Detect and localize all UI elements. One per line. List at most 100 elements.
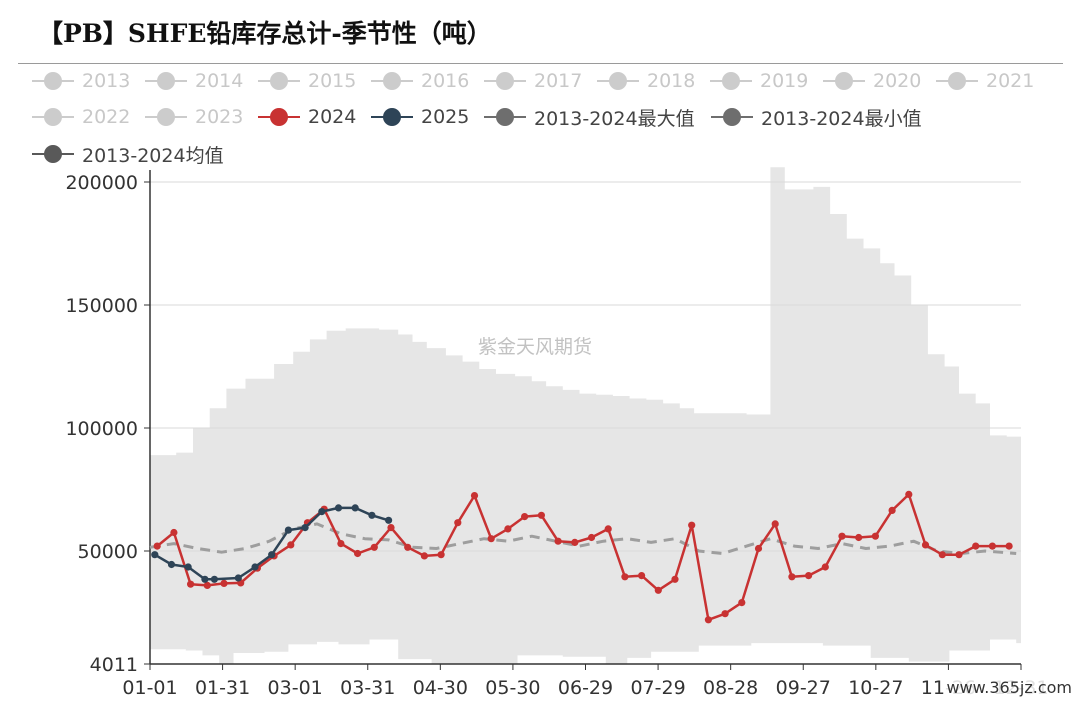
- data-point-2024: [838, 532, 846, 540]
- legend-symbol-icon: [821, 70, 867, 92]
- data-point-2024: [871, 532, 880, 540]
- watermark: 紫金天风期货: [478, 336, 593, 358]
- legend-item[interactable]: 2014: [143, 70, 243, 92]
- site-watermark: www.365jz.com: [944, 678, 1074, 697]
- data-point-2024: [187, 580, 195, 588]
- series-line-2024: [156, 493, 1010, 622]
- legend-label: 2023: [195, 106, 244, 128]
- legend-label: 2013: [82, 70, 131, 92]
- data-point-2025: [351, 504, 359, 512]
- data-point-2024: [921, 541, 930, 549]
- x-tick-label: 09-27: [776, 677, 831, 699]
- legend-label: 2013-2024最大值: [534, 107, 695, 130]
- legend-item[interactable]: 2024: [256, 106, 356, 128]
- legend-label: 2013-2024均值: [82, 144, 224, 167]
- x-tick-label: 01-31: [195, 677, 250, 699]
- data-point-2024: [1005, 542, 1013, 550]
- x-tick-label: 04-30: [413, 677, 468, 699]
- data-point-2024: [855, 533, 863, 542]
- legend-item[interactable]: 2018: [595, 70, 695, 92]
- data-point-2024: [938, 551, 946, 559]
- y-tick-label: 4011: [90, 654, 138, 676]
- legend-item[interactable]: 2013: [30, 70, 130, 92]
- data-point-2024: [537, 511, 546, 519]
- data-point-2024: [988, 542, 997, 550]
- legend-symbol-icon: [143, 106, 189, 128]
- legend-symbol-icon: [369, 106, 415, 128]
- legend-symbol-icon: [708, 70, 754, 92]
- data-point-2024: [153, 542, 161, 550]
- legend-symbol-icon: [30, 106, 76, 128]
- data-point-2024: [821, 563, 829, 571]
- legend-symbol-icon: [482, 106, 528, 128]
- y-tick-label: 150000: [65, 295, 138, 317]
- data-point-2024: [554, 537, 562, 545]
- data-point-2025: [334, 504, 343, 512]
- legend-symbol-icon: [256, 106, 302, 128]
- data-point-2024: [955, 551, 963, 559]
- legend-item[interactable]: 2021: [934, 70, 1034, 92]
- legend-item[interactable]: 2023: [143, 106, 243, 128]
- data-point-2024: [654, 586, 662, 594]
- data-point-2024: [354, 549, 362, 558]
- y-tick-label: 200000: [65, 172, 138, 194]
- data-point-2024: [420, 552, 428, 560]
- legend-item[interactable]: 2019: [708, 70, 808, 92]
- x-tick-label: 06-29: [558, 677, 613, 699]
- legend-item[interactable]: 2013-2024最大值: [482, 106, 695, 130]
- data-point-2025: [301, 524, 309, 532]
- data-point-2024: [905, 490, 913, 498]
- legend-symbol-icon: [595, 70, 641, 92]
- data-point-2024: [404, 543, 412, 551]
- x-tick-label: 03-31: [340, 677, 395, 699]
- legend-item[interactable]: 2016: [369, 70, 469, 92]
- x-tick-label: 07-29: [630, 677, 685, 699]
- data-point-2024: [220, 579, 228, 588]
- data-point-2024: [287, 541, 295, 549]
- legend-item[interactable]: 2025: [369, 106, 469, 128]
- data-point-2024: [587, 533, 596, 542]
- y-tick-label: 50000: [78, 541, 138, 563]
- legend-label: 2021: [986, 70, 1035, 92]
- series-line-2013-2024-: [149, 522, 1017, 555]
- data-point-2025: [385, 516, 393, 524]
- legend-symbol-icon: [30, 143, 76, 165]
- data-point-2024: [788, 573, 796, 581]
- legend-item[interactable]: 2013-2024最小值: [709, 106, 922, 130]
- data-point-2024: [504, 525, 512, 533]
- legend-item[interactable]: 2015: [256, 70, 356, 92]
- data-point-2024: [337, 540, 345, 548]
- data-point-2024: [621, 573, 629, 581]
- legend-label: 2014: [195, 70, 244, 92]
- legend-label: 2022: [82, 106, 131, 128]
- legend-label: 2024: [308, 106, 357, 128]
- data-point-2024: [487, 535, 495, 543]
- data-point-2024: [571, 538, 579, 547]
- data-point-2025: [201, 575, 209, 583]
- data-point-2025: [184, 563, 192, 571]
- legend-item[interactable]: 2013-2024均值: [30, 143, 224, 167]
- data-point-2024: [704, 616, 713, 624]
- data-point-2024: [454, 519, 462, 527]
- data-point-2024: [521, 513, 529, 521]
- legend-item[interactable]: 2022: [30, 106, 130, 128]
- data-point-2025: [234, 574, 242, 582]
- legend-label: 2017: [534, 70, 583, 92]
- data-point-2025: [284, 526, 292, 534]
- data-point-2025: [268, 551, 276, 559]
- data-point-2025: [251, 563, 259, 571]
- data-point-2025: [151, 551, 159, 559]
- x-tick-label: 05-30: [485, 677, 540, 699]
- legend-label: 2016: [421, 70, 470, 92]
- legend-label: 2015: [308, 70, 357, 92]
- data-point-2025: [210, 575, 218, 583]
- legend-label: 2018: [647, 70, 696, 92]
- legend-symbol-icon: [30, 70, 76, 92]
- legend-symbol-icon: [482, 70, 528, 92]
- legend-item[interactable]: 2017: [482, 70, 582, 92]
- legend-item[interactable]: 2020: [821, 70, 921, 92]
- data-point-2024: [888, 506, 896, 514]
- legend-symbol-icon: [143, 70, 189, 92]
- chart-title: 【PB】SHFE铅库存总计-季节性（吨）: [38, 19, 492, 48]
